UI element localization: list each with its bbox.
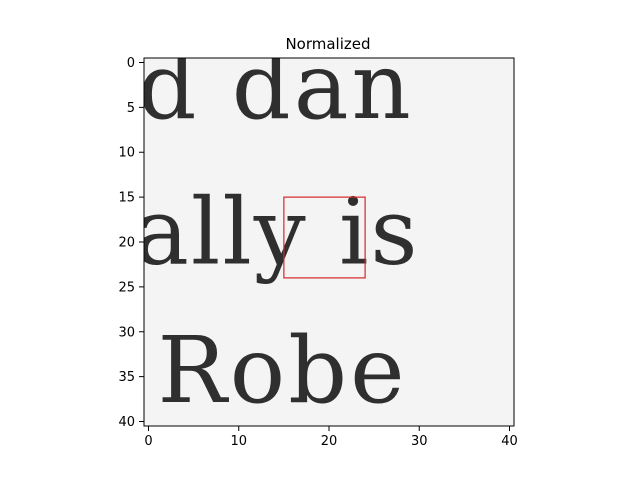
image-text-row-1: d dan xyxy=(138,33,414,140)
image-background xyxy=(144,58,514,426)
image-text-rows: d dan ally is Robe xyxy=(134,33,420,424)
image-text-row-2: ally is xyxy=(134,179,420,286)
image-text-row-3: Robe xyxy=(158,317,408,424)
chart-title: Normalized xyxy=(285,35,370,53)
x-tick-label: 20 xyxy=(321,434,338,449)
y-tick-label: 35 xyxy=(118,370,135,385)
y-tick-label: 20 xyxy=(118,236,135,251)
y-tick-label: 25 xyxy=(118,280,135,295)
x-tick-label: 10 xyxy=(230,434,247,449)
y-tick-label: 30 xyxy=(118,325,135,340)
y-axis-ticks: 0 5 10 15 20 25 30 35 40 xyxy=(118,56,144,430)
y-tick-label: 5 xyxy=(127,101,135,116)
y-tick-label: 40 xyxy=(118,415,135,430)
x-tick-label: 0 xyxy=(144,434,152,449)
x-tick-label: 30 xyxy=(411,434,428,449)
annotation-rectangle xyxy=(283,196,366,279)
x-tick-label: 40 xyxy=(501,434,518,449)
y-tick-label: 0 xyxy=(127,56,135,71)
image-plot: d dan ally is Robe xyxy=(134,33,515,427)
x-axis-ticks: 0 10 20 30 40 xyxy=(144,426,518,449)
y-tick-label: 10 xyxy=(118,146,135,161)
y-tick-label: 15 xyxy=(118,191,135,206)
